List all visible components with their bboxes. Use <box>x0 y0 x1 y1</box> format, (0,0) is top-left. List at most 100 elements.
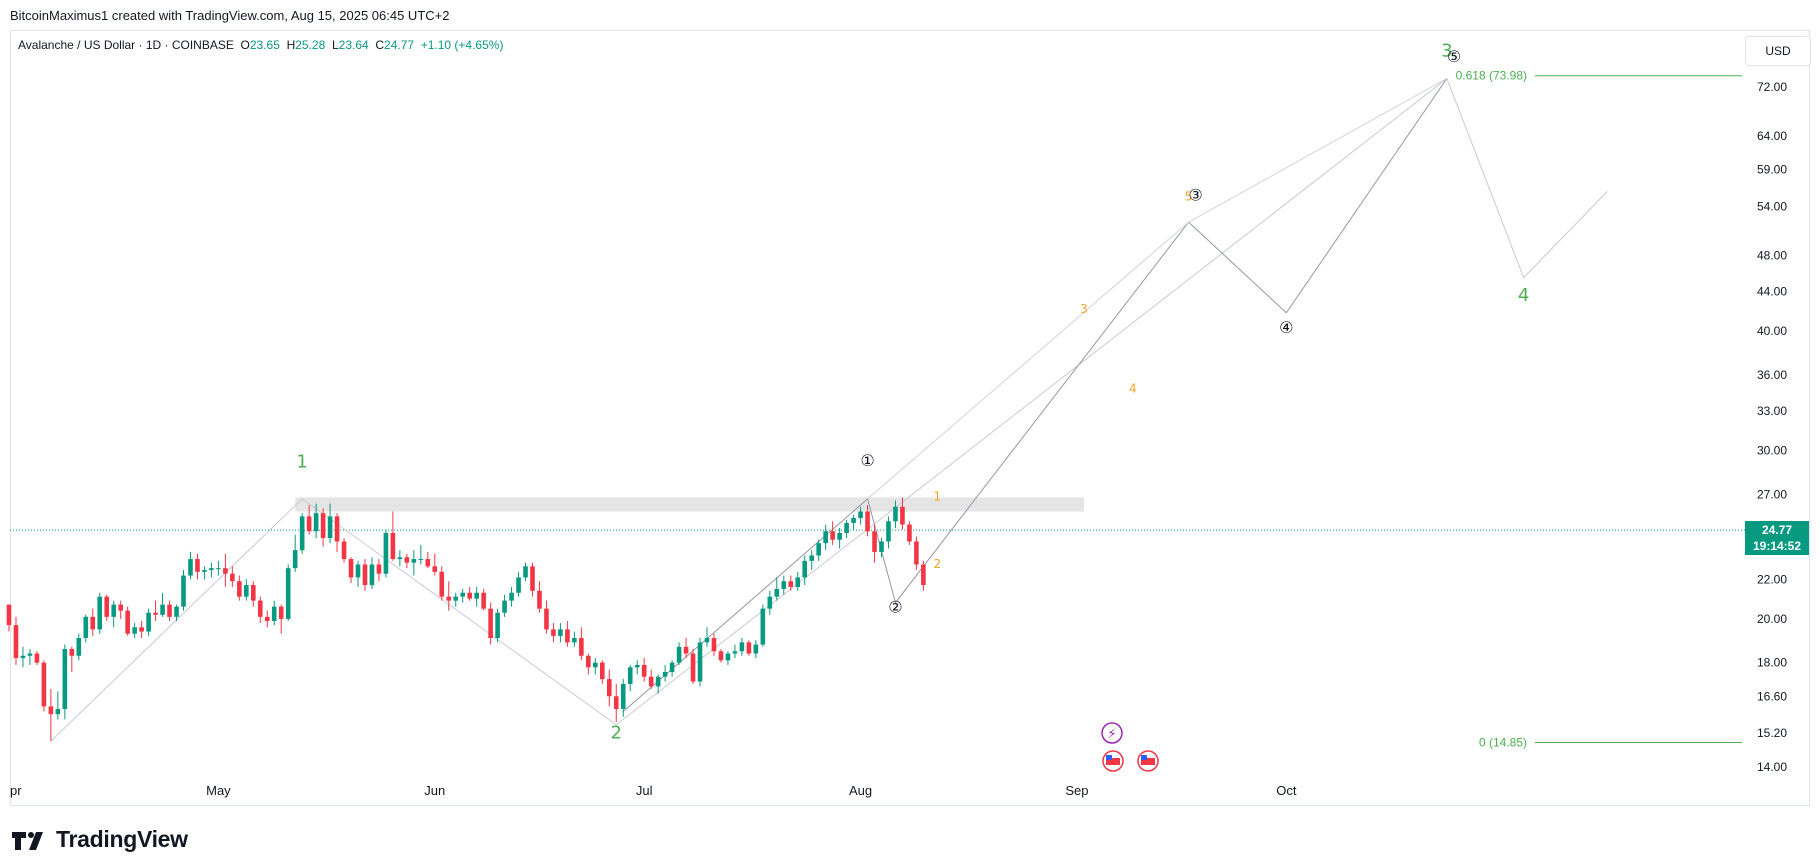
candle-body <box>830 531 835 540</box>
x-tick-label: Jul <box>636 783 653 798</box>
last-price-tag: 24.77 19:14:52 <box>1745 521 1809 555</box>
x-tick-label: Aug <box>849 783 872 798</box>
candle-body <box>41 662 47 707</box>
us-flag-event-icon-canton <box>1106 755 1112 760</box>
wave-label: 2 <box>934 557 942 571</box>
candle-body <box>837 532 842 540</box>
candle-body <box>223 568 228 574</box>
wave-label: 4 <box>1518 285 1529 306</box>
candle-body <box>355 564 361 578</box>
wave-label: 1 <box>934 489 942 503</box>
candle-body <box>802 560 808 578</box>
candle-body <box>446 596 452 601</box>
candle-body <box>139 627 144 632</box>
y-tick-label: 18.00 <box>1757 656 1787 670</box>
candle-body <box>572 638 577 643</box>
candle-body <box>174 606 179 617</box>
candle-body <box>809 555 814 561</box>
wave-label: 3 <box>1441 40 1452 61</box>
candle-body <box>285 568 291 619</box>
y-tick-label: 30.00 <box>1757 444 1787 458</box>
y-tick-label: 36.00 <box>1757 368 1787 382</box>
candle-body <box>90 616 96 630</box>
candle-body <box>893 506 898 522</box>
candle-body <box>327 516 333 539</box>
y-tick-label: 22.00 <box>1757 572 1787 586</box>
candle-body <box>313 513 319 532</box>
candle-body <box>306 516 312 532</box>
wave-label: ③ <box>1188 185 1202 204</box>
candle-body <box>641 664 647 677</box>
candle-body <box>914 541 919 565</box>
wave-label: 2 <box>611 722 622 743</box>
chart-frame[interactable] <box>10 30 1810 806</box>
candle-body <box>872 531 877 552</box>
close-label: C <box>375 38 385 52</box>
channel-line <box>867 78 1448 500</box>
candle-body <box>844 522 849 533</box>
candle-body <box>544 608 549 630</box>
ai-sparkle-glyph: ⚡ <box>1107 727 1116 742</box>
fib-level-label: 0.618 (73.98) <box>1456 69 1527 83</box>
candle-body <box>502 600 507 613</box>
x-tick-label: pr <box>10 783 22 798</box>
resistance-zone <box>295 497 1084 512</box>
symbol-name[interactable]: Avalanche / US Dollar · 1D · COINBASE <box>18 38 234 52</box>
candle-body <box>292 550 298 569</box>
candle-body <box>488 608 493 639</box>
publish-line: BitcoinMaximus1 created with TradingView… <box>10 8 450 23</box>
candle-body <box>586 655 591 668</box>
candle-body <box>20 655 26 659</box>
candle-body <box>48 706 54 715</box>
candle-body <box>655 676 661 687</box>
candle-body <box>404 557 410 563</box>
candle-body <box>341 541 347 560</box>
candle-body <box>425 559 431 567</box>
close-value: 24.77 <box>384 38 415 52</box>
candle-body <box>551 629 556 636</box>
candle-body <box>62 649 68 709</box>
candle-body <box>264 616 270 621</box>
candle-body <box>606 679 612 697</box>
candle-body <box>251 585 256 601</box>
footer-brand[interactable]: TradingView <box>12 826 188 853</box>
candle-body <box>600 662 605 680</box>
candle-body <box>334 516 340 542</box>
candle-body <box>362 564 368 586</box>
currency-button[interactable]: USD <box>1745 36 1811 66</box>
candle-body <box>474 592 479 599</box>
candle-body <box>683 646 689 654</box>
candle-body <box>823 531 828 544</box>
candle-body <box>725 653 731 661</box>
candle-body <box>739 642 745 652</box>
candle-body <box>523 566 528 578</box>
high-value: 25.28 <box>295 38 326 52</box>
candle-body <box>774 588 780 597</box>
candle-body <box>83 616 89 639</box>
candle-body <box>767 596 773 609</box>
high-label: H <box>286 38 296 52</box>
candle-body <box>613 696 619 709</box>
low-value: 23.64 <box>338 38 369 52</box>
candle-body <box>348 559 354 578</box>
wave-label: ② <box>888 598 902 617</box>
candle-body <box>558 629 563 636</box>
candle-body <box>795 577 801 587</box>
candle-body <box>781 581 787 589</box>
y-tick-label: 15.20 <box>1757 726 1787 740</box>
ai-sparkle-icon <box>1101 722 1123 744</box>
candle-body <box>132 627 137 634</box>
candle-body <box>209 568 214 570</box>
candle-body <box>271 606 277 621</box>
candle-body <box>160 604 165 615</box>
candle-body <box>530 566 535 591</box>
candle-body <box>886 521 891 542</box>
x-tick-label: Jun <box>424 783 445 798</box>
candle-body <box>55 708 61 715</box>
fib-level-label: 0 (14.85) <box>1479 736 1527 750</box>
candle-body <box>369 564 375 586</box>
candle-body <box>76 638 82 656</box>
y-tick-label: 40.00 <box>1757 324 1787 338</box>
candle-body <box>467 592 472 599</box>
